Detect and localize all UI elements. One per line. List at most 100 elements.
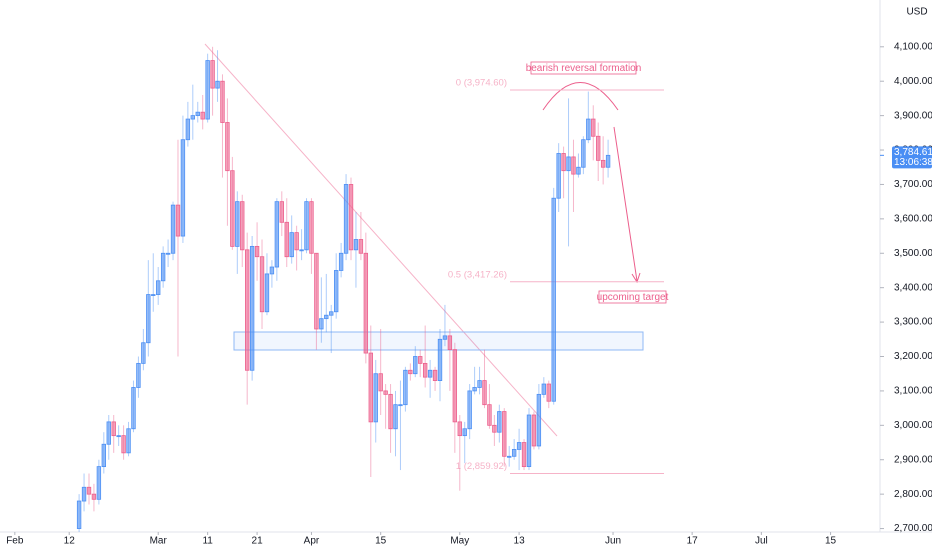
candle-body [566, 156, 571, 172]
candle-body [502, 411, 507, 457]
candle-body [190, 115, 195, 120]
candle-body [195, 111, 200, 117]
candle-body [482, 380, 487, 406]
candle-body [437, 338, 443, 381]
candle-body [146, 294, 151, 344]
candle-body [363, 252, 369, 354]
x-tick-label: 21 [252, 536, 264, 547]
candle-body [408, 369, 413, 375]
candle-body [472, 387, 477, 392]
y-tick-label: 3,100.00 [894, 386, 932, 397]
candle-body [541, 383, 547, 395]
candle-body [136, 362, 141, 388]
candle-body [526, 414, 532, 468]
x-tick-label: 17 [687, 536, 699, 547]
candle-body [487, 404, 492, 426]
annotation: upcoming target [597, 292, 669, 303]
candle-body [235, 201, 240, 247]
last-price-label: 3,784.61 [894, 147, 932, 158]
candle-body [452, 349, 458, 423]
candle-body [96, 466, 102, 500]
candle-body [264, 273, 270, 313]
candle-body [131, 387, 136, 430]
y-tick-label: 2,900.00 [894, 454, 932, 465]
reversal-arc [542, 82, 619, 111]
candle-body [511, 449, 517, 457]
candle-body [418, 356, 423, 364]
candle-body [86, 486, 92, 495]
candle-body [160, 252, 166, 282]
annotation-box [530, 61, 637, 75]
y-tick-label: 3,900.00 [894, 110, 932, 121]
candle-body [422, 362, 428, 378]
candle-body [393, 404, 398, 430]
candle-body [368, 352, 373, 423]
candle-body [378, 373, 383, 392]
candle-body [353, 239, 359, 251]
candle-body [467, 390, 472, 430]
candle-body [447, 335, 453, 351]
candle-body [432, 369, 438, 381]
candle-body [358, 239, 364, 254]
x-tick-label: 11 [202, 536, 213, 547]
candle-body [249, 245, 255, 371]
x-tick-label: 13 [514, 536, 526, 547]
x-tick-label: 15 [375, 536, 387, 547]
candle-body [581, 139, 586, 168]
x-tick-label: Mar [150, 536, 168, 547]
y-tick-label: 3,600.00 [894, 213, 932, 224]
candle-body [220, 80, 225, 123]
candle-body [304, 201, 309, 251]
candle-body [284, 221, 289, 258]
candle-body [383, 390, 388, 395]
candle-body [111, 421, 116, 437]
candle-body [586, 118, 591, 141]
annotation: bearish reversal formation [526, 63, 642, 74]
candle-body [398, 404, 403, 407]
candle-body [259, 256, 265, 313]
candle-body [210, 60, 215, 89]
y-tick-label: 4,000.00 [894, 76, 932, 87]
candle-body [299, 249, 304, 252]
candle-body [348, 184, 354, 251]
candle-body [225, 122, 230, 172]
candle-body [324, 314, 329, 320]
x-tick-label: Apr [304, 536, 320, 547]
candle-body [596, 135, 601, 161]
x-tick-label: Jul [755, 536, 768, 547]
candle-body [462, 428, 467, 437]
candle-body [388, 393, 393, 430]
candle-body [561, 153, 566, 172]
candle-body [106, 421, 111, 445]
y-tick-label: 3,300.00 [894, 317, 932, 328]
candle-body [329, 311, 334, 316]
candle-body [240, 201, 245, 251]
y-tick-label: 2,800.00 [894, 489, 932, 500]
candle-body [116, 435, 121, 438]
candle-body [151, 294, 156, 296]
candle-body [576, 166, 581, 175]
candle-body [101, 443, 107, 468]
countdown: 13:06:38 [894, 157, 932, 168]
candle-body [126, 428, 131, 454]
candle-body [551, 197, 556, 402]
y-tick-label: 3,000.00 [894, 420, 932, 431]
candle-body [81, 486, 87, 502]
candle-body [413, 356, 418, 375]
candle-body [91, 493, 97, 500]
candle-body [600, 159, 606, 168]
y-tick-label: 3,500.00 [894, 248, 932, 259]
candle-body [556, 153, 561, 199]
candle-body [141, 342, 146, 364]
candle-body [121, 435, 126, 454]
candle-body [294, 232, 299, 251]
candle-body [230, 170, 235, 247]
fib-label: 0 (3,974.60) [456, 77, 507, 88]
y-tick-label: 3,200.00 [894, 351, 932, 362]
trend-line [204, 43, 558, 437]
fib-label: 1 (2,859.92) [456, 461, 507, 472]
candle-body [319, 318, 324, 330]
